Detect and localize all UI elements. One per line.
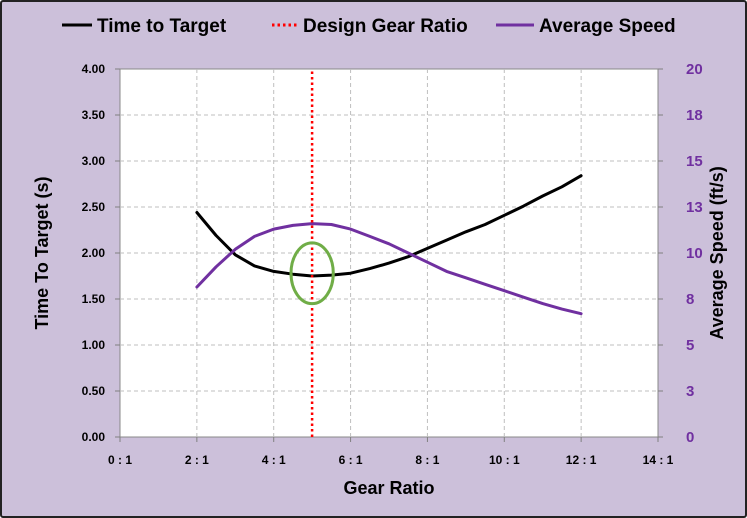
x-tick-label: 8 : 1	[415, 453, 439, 467]
y-left-tick-label: 2.00	[82, 246, 106, 260]
y-right-tick-label: 20	[686, 61, 703, 78]
y-right-tick-label: 5	[686, 337, 694, 354]
axes: 0.00 0.50 1.00 1.50 2.00 2.50 3.00 3.50 4.00 0 : …	[82, 61, 703, 467]
y-axis-left-title: Time To Target (s)	[32, 176, 52, 329]
y-left-tick-label: 1.50	[82, 292, 106, 306]
series-average-speed	[195, 222, 583, 316]
y-left-tick-label: 3.00	[82, 154, 106, 168]
y-right-tick-label: 10	[686, 245, 703, 262]
x-tick-label: 4 : 1	[262, 453, 286, 467]
y-right-tick-label: 0	[686, 429, 694, 446]
highlight-ellipse	[289, 241, 335, 306]
series-layer	[195, 69, 583, 437]
y-right-tick-label: 13	[686, 199, 703, 216]
legend-label: Average Speed	[539, 16, 676, 37]
x-tick-label: 10 : 1	[489, 453, 520, 467]
y-axis-right-title: Average Speed (ft/s)	[707, 166, 727, 339]
gridlines	[120, 69, 658, 437]
y-right-tick-label: 3	[686, 383, 694, 400]
y-left-tick-label: 4.00	[82, 62, 106, 76]
x-tick-label: 6 : 1	[339, 453, 363, 467]
legend-label: Design Gear Ratio	[303, 16, 468, 37]
y-right-tick-label: 15	[686, 153, 703, 170]
x-tick-label: 12 : 1	[566, 453, 597, 467]
legend: Time to Target Design Gear Ratio Average S…	[62, 16, 676, 37]
y-left-tick-label: 3.50	[82, 108, 106, 122]
y-left-tick-label: 2.50	[82, 200, 106, 214]
series-time-to-target	[195, 174, 583, 278]
x-tick-label: 0 : 1	[108, 453, 132, 467]
x-axis-title: Gear Ratio	[343, 478, 434, 498]
y-left-tick-label: 0.50	[82, 384, 106, 398]
annotation-layer	[289, 241, 335, 306]
y-right-tick-label: 18	[686, 107, 703, 124]
y-left-tick-label: 1.00	[82, 338, 106, 352]
y-right-tick-label: 8	[686, 291, 694, 308]
legend-label: Time to Target	[97, 16, 227, 37]
x-tick-label: 2 : 1	[185, 453, 209, 467]
y-left-tick-label: 0.00	[82, 430, 106, 444]
x-tick-label: 14 : 1	[643, 453, 674, 467]
